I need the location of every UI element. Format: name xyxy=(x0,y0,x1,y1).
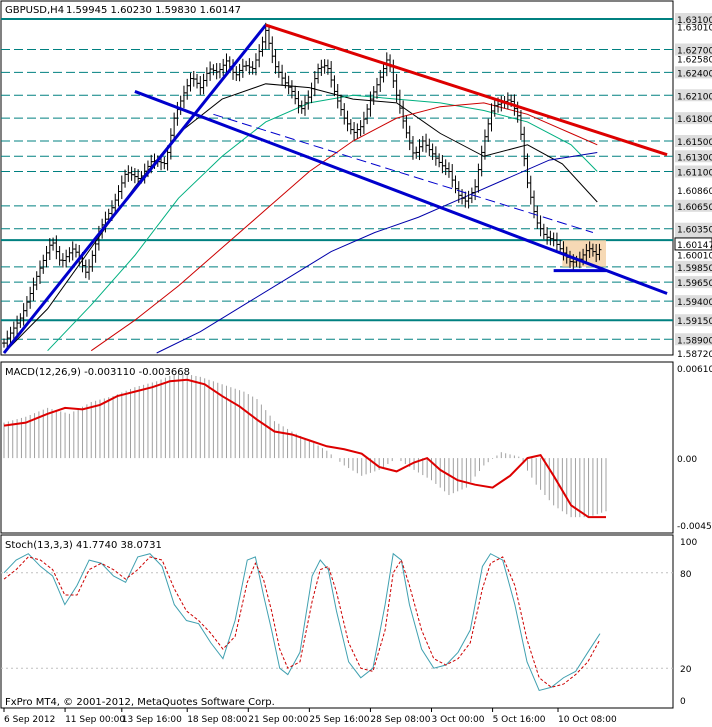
stoch-tick-label: 0 xyxy=(680,697,686,707)
time-tick-label: 3 Oct 00:00 xyxy=(432,715,485,725)
trend-line-2 xyxy=(134,90,668,295)
price-tick-label: 1.62580 xyxy=(677,56,712,66)
stoch-pane xyxy=(0,534,674,709)
level-label-bg xyxy=(675,260,712,273)
trend-line-0 xyxy=(2,24,267,354)
level-label-bg xyxy=(675,150,712,163)
time-tick-label: 6 Sep 2012 xyxy=(4,715,55,725)
level-label: 1.59150 xyxy=(677,317,712,327)
moving-average-blue xyxy=(156,151,598,354)
level-label-bg xyxy=(675,13,712,25)
level-label-bg xyxy=(675,112,712,125)
level-label: 1.61100 xyxy=(677,169,712,179)
current-price-label: 1.60147 xyxy=(677,241,712,251)
level-label-bg xyxy=(675,314,712,327)
level-label-bg xyxy=(675,199,712,212)
time-tick-label: 5 Oct 16:00 xyxy=(493,715,546,725)
macd-header: MACD(12,26,9) -0.003110 -0.003668 xyxy=(5,367,190,378)
time-tick-label: 28 Sep 08:00 xyxy=(370,715,430,725)
price-tick-label: 1.60860 xyxy=(677,187,712,197)
time-tick-label: 11 Sep 00:00 xyxy=(65,715,125,725)
level-label: 1.62700 xyxy=(677,47,712,57)
macd-tick-label: 0.00 xyxy=(677,455,697,465)
level-label: 1.61300 xyxy=(677,153,712,163)
level-label: 1.62100 xyxy=(677,92,712,102)
price-tick-label: 1.60010 xyxy=(677,252,712,262)
time-tick-label: 10 Oct 08:00 xyxy=(558,715,617,725)
level-label: 1.61800 xyxy=(677,115,712,125)
level-label-bg xyxy=(675,295,712,308)
current-price-marker xyxy=(674,237,712,251)
main-pane xyxy=(0,0,674,356)
stoch-tick-label: 20 xyxy=(680,665,692,675)
chart-footer: FxPro MT4, © 2001-2012, MetaQuotes Softw… xyxy=(5,697,275,708)
macd-tick-label: -0.00453 xyxy=(677,522,712,532)
level-label-bg xyxy=(675,66,712,79)
price-tick-label: 1.63010 xyxy=(677,24,712,34)
level-label: 1.59400 xyxy=(677,298,712,308)
level-label: 1.60350 xyxy=(677,226,712,236)
time-tick-label: 21 Sep 00:00 xyxy=(248,715,308,725)
stoch-main-line xyxy=(3,552,601,692)
moving-average-green xyxy=(47,94,598,352)
time-tick-label: 13 Sep 16:00 xyxy=(122,715,182,725)
level-label-bg xyxy=(675,222,712,235)
price-tick-label: 1.58720 xyxy=(677,350,712,360)
level-label: 1.59850 xyxy=(677,264,712,274)
level-label: 1.63100 xyxy=(677,16,712,26)
level-label: 1.62400 xyxy=(677,69,712,79)
time-tick-label: 25 Sep 16:00 xyxy=(309,715,369,725)
stoch-tick-label: 80 xyxy=(680,570,692,580)
stoch-header: Stoch(13,3,3) 41.7740 38.0731 xyxy=(5,540,162,551)
level-label-bg xyxy=(675,135,712,148)
trend-line-1 xyxy=(265,23,668,157)
level-label-bg xyxy=(675,43,712,56)
level-label: 1.60650 xyxy=(677,203,712,213)
level-label: 1.59650 xyxy=(677,279,712,289)
chart-header-ohlc: 1.59945 1.60230 1.59830 1.60147 xyxy=(66,5,241,16)
level-label-bg xyxy=(675,165,712,178)
moving-average-red xyxy=(90,102,598,352)
trend-line-3 xyxy=(213,113,594,233)
level-label-bg xyxy=(675,276,712,289)
level-label: 1.61500 xyxy=(677,138,712,148)
macd-signal-line xyxy=(3,378,606,519)
level-label-bg xyxy=(675,89,712,102)
stoch-signal-line xyxy=(3,556,601,688)
level-label-bg xyxy=(675,333,712,346)
price-bar xyxy=(597,243,602,261)
stoch-tick-label: 100 xyxy=(680,538,697,548)
time-tick-label: 18 Sep 08:00 xyxy=(187,715,247,725)
macd-tick-label: 0.00610 xyxy=(677,365,712,375)
chart-header-symbol: GBPUSD,H4 xyxy=(5,5,64,16)
level-label: 1.58900 xyxy=(677,336,712,346)
